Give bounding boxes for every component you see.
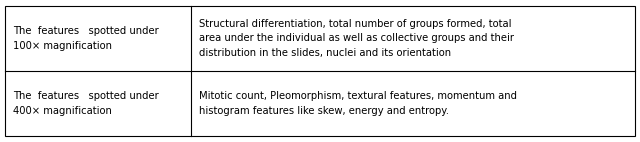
Text: The  features   spotted under
400× magnification: The features spotted under 400× magnific… (13, 91, 159, 116)
Text: Structural differentiation, total number of groups formed, total
area under the : Structural differentiation, total number… (198, 19, 513, 58)
Text: The  features   spotted under
100× magnification: The features spotted under 100× magnific… (13, 26, 159, 51)
Text: Mitotic count, Pleomorphism, textural features, momentum and
histogram features : Mitotic count, Pleomorphism, textural fe… (198, 91, 516, 116)
